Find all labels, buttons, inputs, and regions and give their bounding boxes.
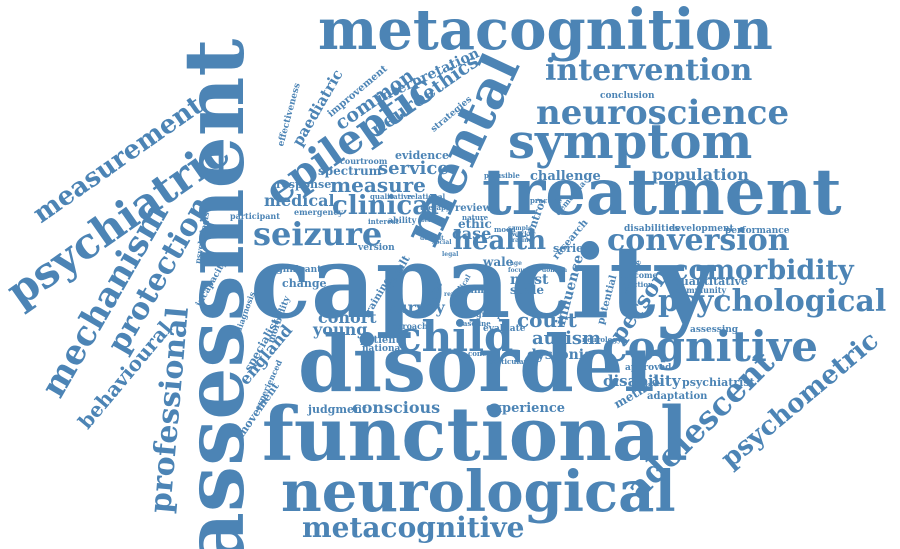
word-health: health: [453, 226, 547, 256]
word-disability: disability: [603, 372, 681, 390]
word-report: report: [444, 291, 466, 298]
word-judgment: judgment: [308, 403, 368, 416]
word-measure: measure: [330, 173, 426, 197]
word-assessing: assessing: [690, 325, 739, 335]
word-symptom: symptom: [508, 114, 753, 170]
word-concern: concern: [468, 349, 500, 358]
word-clinical: clinical: [332, 191, 439, 221]
word-cognitive: cognitive: [602, 322, 818, 371]
word-autism: autism: [532, 328, 602, 349]
word-metacognitive: metacognitive: [302, 511, 525, 544]
word-legal: legal: [442, 251, 459, 258]
word-participant: participant: [230, 211, 280, 221]
word-medical: medical: [264, 191, 335, 210]
word-baseline: baseline: [458, 319, 491, 328]
word-neurological: neurological: [281, 459, 676, 525]
word-conclusion: conclusion: [600, 91, 655, 101]
word-emergency: emergency: [294, 207, 343, 217]
word-ability: ability: [388, 215, 417, 225]
word-seizure: seizure: [253, 215, 383, 253]
word-intervention: intervention: [545, 53, 753, 88]
word-scale: scale: [510, 283, 545, 297]
word-practice: practice: [530, 196, 562, 205]
word-plausible: plausible: [484, 171, 520, 180]
word-change: change: [282, 277, 327, 290]
word-nature: nature: [462, 213, 489, 222]
word-conversion: conversion: [607, 223, 790, 258]
word-dystonia: dystonia: [527, 347, 594, 363]
word-courtroom: courtroom: [340, 156, 388, 166]
word-qualitative: qualitative: [370, 192, 413, 201]
word-worker: worker: [512, 231, 536, 238]
word-young: young: [313, 320, 368, 339]
word-quantitative: quantitative: [673, 275, 748, 288]
word-national: national: [362, 344, 404, 354]
word-metacognition: metacognition: [318, 0, 773, 63]
word-child: child: [396, 312, 514, 361]
word-domain: domain: [542, 267, 568, 274]
word-approved: approved: [625, 363, 672, 373]
word-neuroscience: neuroscience: [536, 93, 790, 133]
word-ethic: ethic: [458, 217, 492, 231]
word-disorder: disorder: [298, 319, 665, 410]
word-default: default: [420, 235, 444, 242]
word-population: population: [652, 165, 749, 184]
word-patient: patient: [360, 335, 401, 346]
word-adaptation: adaptation: [647, 391, 708, 402]
word-neurology: neurology: [582, 335, 622, 344]
word-relational: relational: [407, 192, 446, 201]
word-evaluate: evaluate: [483, 324, 526, 334]
word-series: series: [553, 242, 590, 255]
word-wale: wale: [483, 255, 514, 269]
word-functional: functional: [262, 392, 689, 478]
word-deficit: deficit: [420, 217, 442, 224]
word-disabilities: disabilities: [624, 224, 680, 234]
word-function: function: [620, 280, 654, 289]
word-version: version: [358, 243, 395, 253]
word-mood: mood: [494, 225, 516, 234]
word-challenge: challenge: [530, 169, 601, 184]
word-conscious: conscious: [352, 398, 441, 417]
word-treatment: treatment: [482, 155, 842, 230]
word-particular: particular: [488, 357, 528, 366]
word-social: social: [432, 239, 452, 246]
word-community: community: [676, 285, 727, 295]
word-significant: significant: [268, 265, 322, 275]
word-psychiatrist: psychiatrist: [682, 376, 755, 389]
word-interest: interest: [368, 217, 399, 226]
word-rating: rating: [512, 237, 533, 244]
word-survey: survey: [387, 298, 445, 317]
word-psychological: psychological: [658, 284, 887, 319]
word-case: case: [452, 224, 492, 243]
word-review: review: [455, 203, 492, 214]
word-spectrum: spectrum: [318, 164, 382, 178]
word-court: court: [517, 308, 577, 332]
word-outcome: outcome: [619, 270, 658, 280]
word-performance: performance: [725, 226, 790, 236]
word-capacity: capacity: [250, 223, 714, 341]
word-brain: brain: [457, 286, 484, 296]
word-therapy: therapy: [420, 203, 450, 212]
word-focus: focus: [508, 267, 526, 274]
word-experience: experience: [486, 401, 566, 416]
word-evidence: evidence: [395, 149, 449, 162]
word-comorbidity: comorbidity: [672, 255, 854, 286]
word-age: age: [510, 260, 522, 267]
word-service: service: [378, 158, 449, 179]
word-most: most: [510, 272, 549, 288]
word-approach: approach: [386, 321, 428, 331]
word-development: development: [669, 224, 734, 234]
word-group: group: [476, 309, 503, 319]
word-sample: sample: [508, 225, 532, 232]
word-cohort: cohort: [318, 308, 377, 327]
word-response: response: [276, 178, 332, 191]
